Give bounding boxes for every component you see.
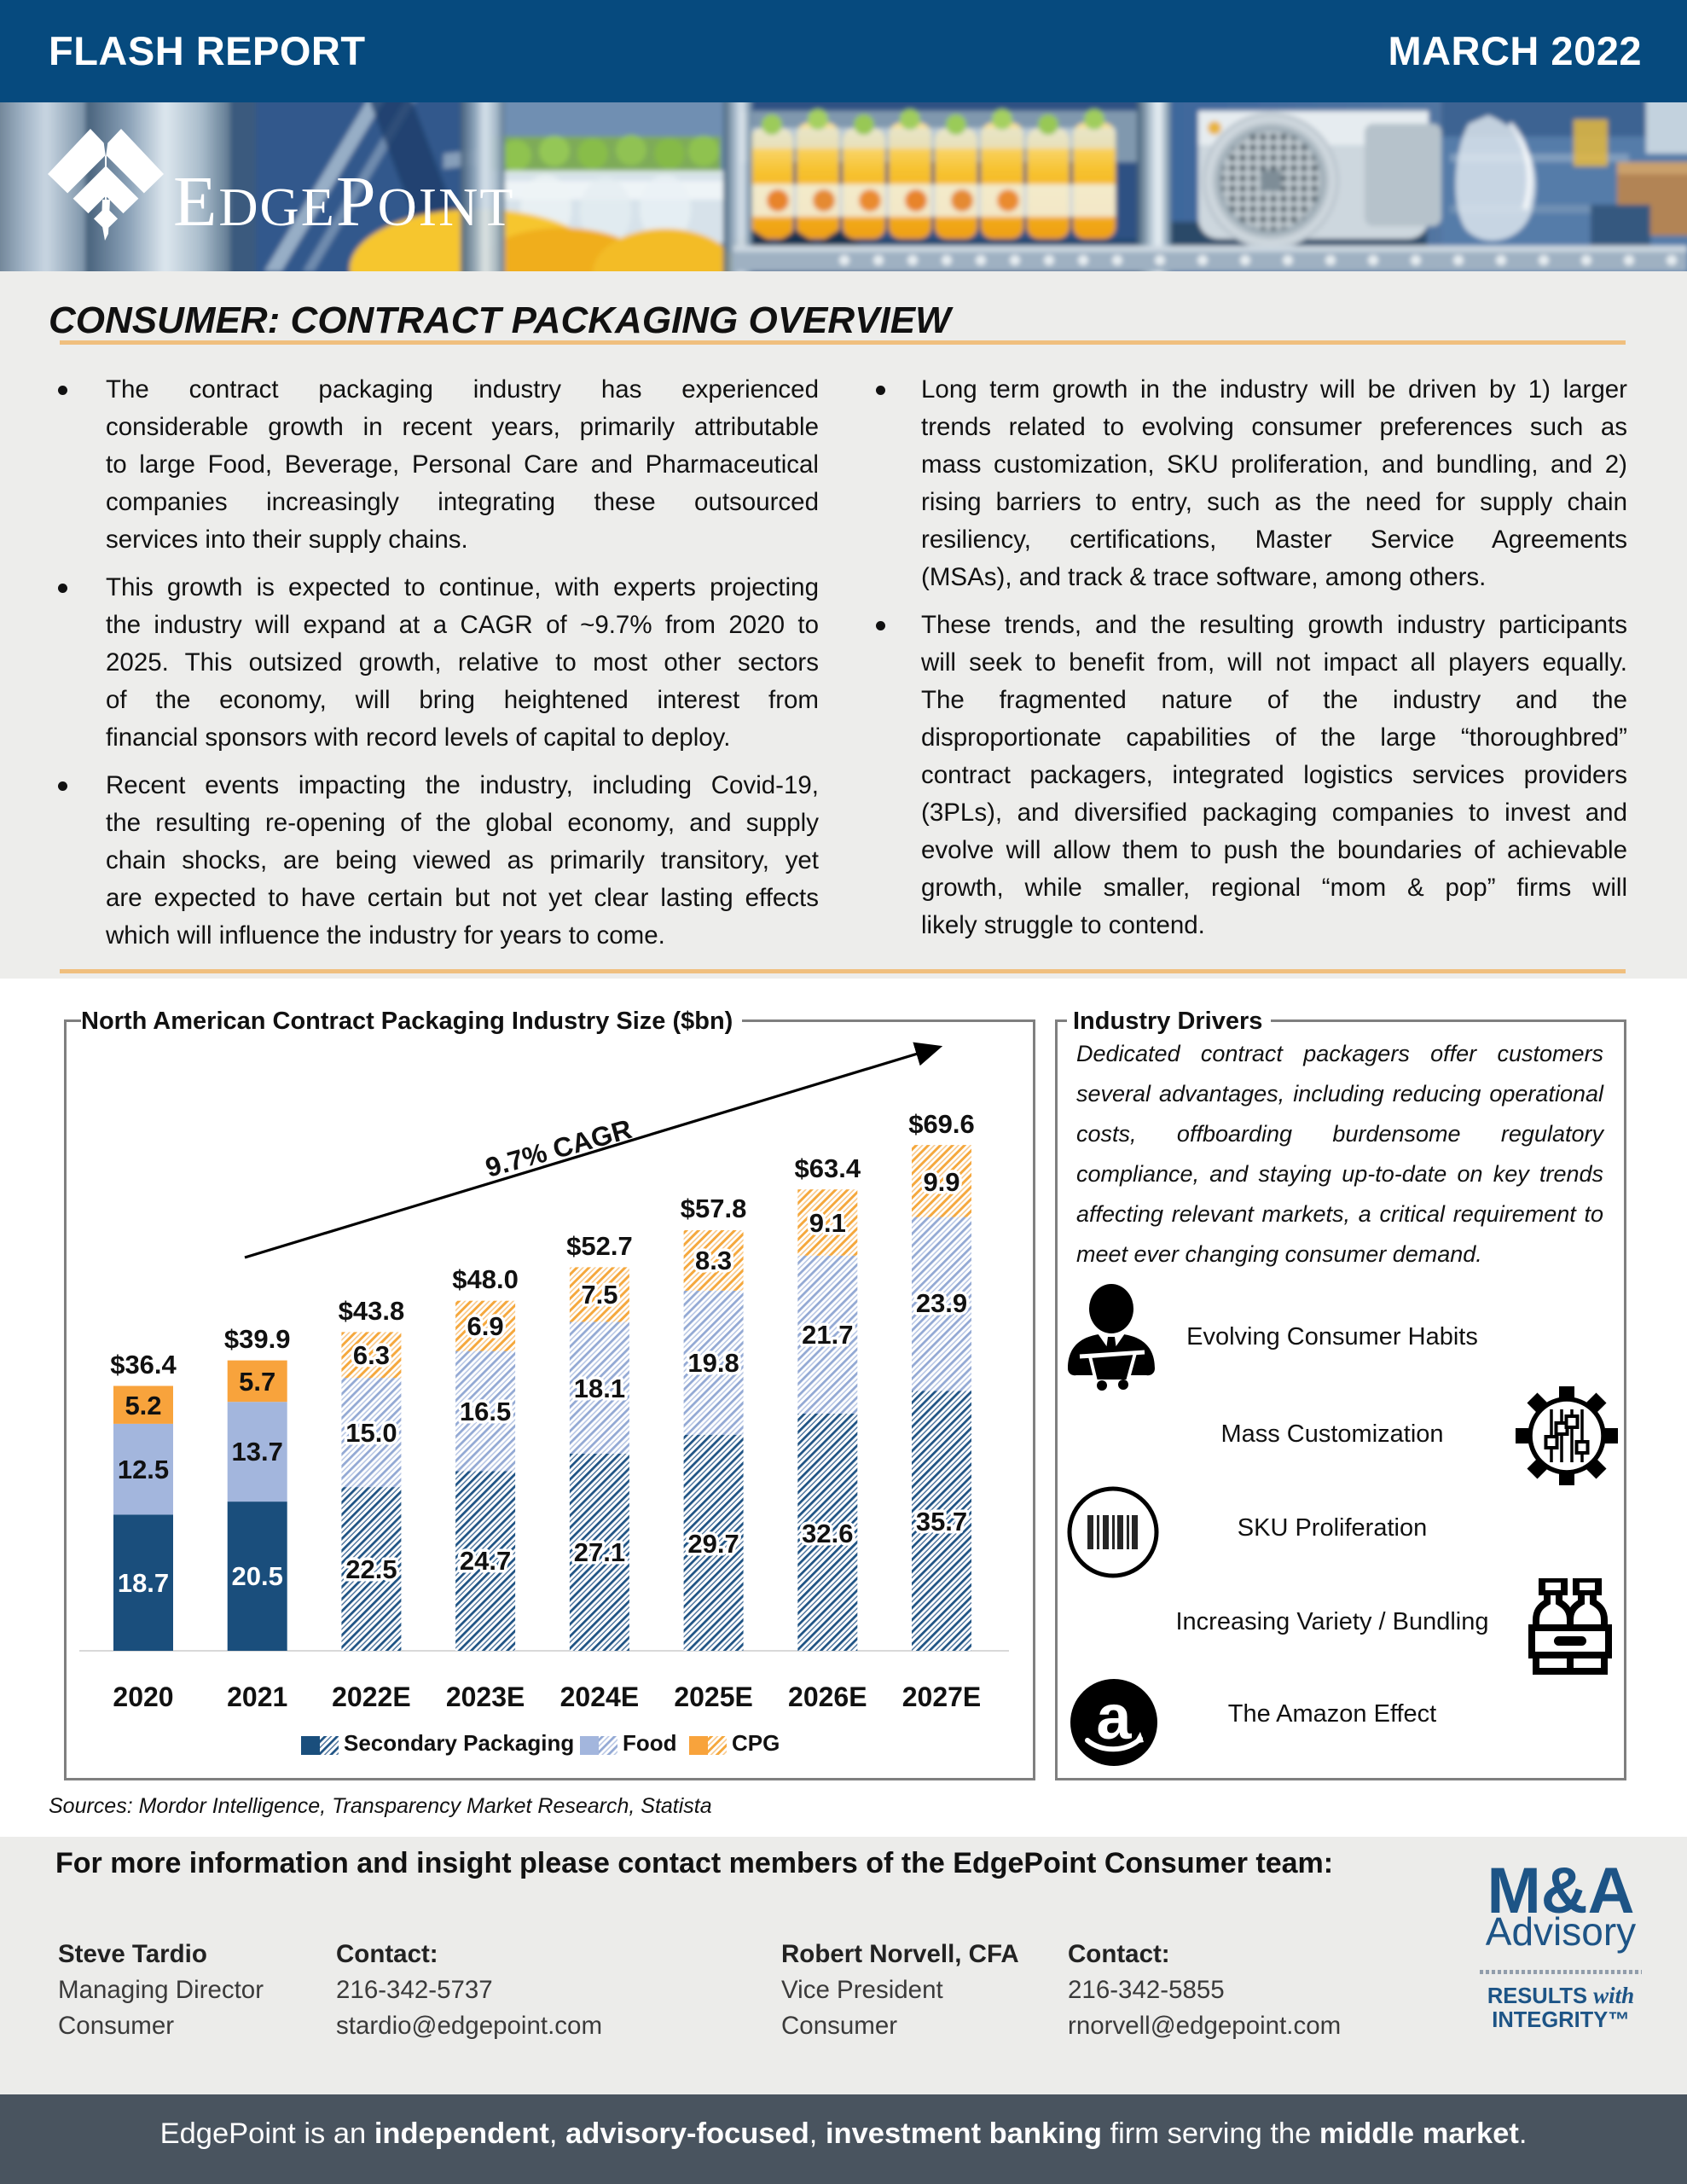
svg-text:29.7: 29.7 [687, 1529, 739, 1559]
svg-text:12.5: 12.5 [118, 1455, 169, 1484]
svg-text:5.7: 5.7 [239, 1367, 275, 1397]
svg-text:27.1: 27.1 [574, 1537, 625, 1567]
svg-text:2023E: 2023E [446, 1682, 525, 1712]
svg-text:32.6: 32.6 [802, 1519, 853, 1548]
svg-text:2025E: 2025E [674, 1682, 753, 1712]
svg-text:2027E: 2027E [902, 1682, 982, 1712]
svg-text:9.1: 9.1 [809, 1208, 846, 1238]
svg-text:23.9: 23.9 [916, 1288, 967, 1318]
svg-text:6.9: 6.9 [467, 1311, 504, 1341]
svg-text:7.5: 7.5 [581, 1280, 617, 1310]
svg-text:24.7: 24.7 [460, 1546, 511, 1576]
svg-text:Secondary Packaging: Secondary Packaging [344, 1730, 574, 1756]
svg-text:North American Contract Packag: North American Contract Packaging Indust… [81, 1008, 733, 1035]
svg-text:2020: 2020 [113, 1682, 173, 1712]
svg-text:18.1: 18.1 [574, 1374, 625, 1403]
svg-text:20.5: 20.5 [232, 1561, 283, 1591]
svg-text:2021: 2021 [227, 1682, 287, 1712]
svg-text:9.9: 9.9 [923, 1167, 959, 1197]
svg-text:$57.8: $57.8 [681, 1194, 747, 1223]
svg-text:16.5: 16.5 [460, 1397, 511, 1426]
svg-text:$52.7: $52.7 [566, 1231, 633, 1261]
svg-text:6.3: 6.3 [353, 1340, 390, 1370]
svg-text:a: a [1096, 1682, 1132, 1752]
svg-text:$69.6: $69.6 [908, 1109, 975, 1139]
svg-text:15.0: 15.0 [345, 1418, 397, 1448]
svg-text:9.7% CAGR: 9.7% CAGR [482, 1113, 635, 1183]
svg-text:2026E: 2026E [788, 1682, 867, 1712]
svg-text:$48.0: $48.0 [452, 1264, 519, 1294]
svg-text:2024E: 2024E [560, 1682, 640, 1712]
svg-text:2022E: 2022E [332, 1682, 411, 1712]
svg-text:$43.8: $43.8 [339, 1296, 405, 1326]
svg-text:35.7: 35.7 [916, 1507, 967, 1536]
svg-text:CPG: CPG [732, 1730, 780, 1756]
svg-text:$39.9: $39.9 [224, 1324, 291, 1354]
svg-text:EDGEPOINT: EDGEPOINT [173, 162, 514, 241]
svg-text:5.2: 5.2 [125, 1391, 161, 1420]
svg-text:21.7: 21.7 [802, 1320, 853, 1350]
svg-text:$63.4: $63.4 [795, 1153, 861, 1183]
svg-text:8.3: 8.3 [695, 1246, 732, 1275]
svg-text:Food: Food [623, 1730, 677, 1756]
svg-text:13.7: 13.7 [232, 1437, 283, 1467]
svg-text:Industry Drivers: Industry Drivers [1073, 1008, 1262, 1035]
svg-text:18.7: 18.7 [118, 1568, 169, 1598]
svg-text:$36.4: $36.4 [110, 1350, 177, 1380]
svg-text:19.8: 19.8 [687, 1348, 739, 1378]
svg-text:22.5: 22.5 [345, 1554, 397, 1584]
